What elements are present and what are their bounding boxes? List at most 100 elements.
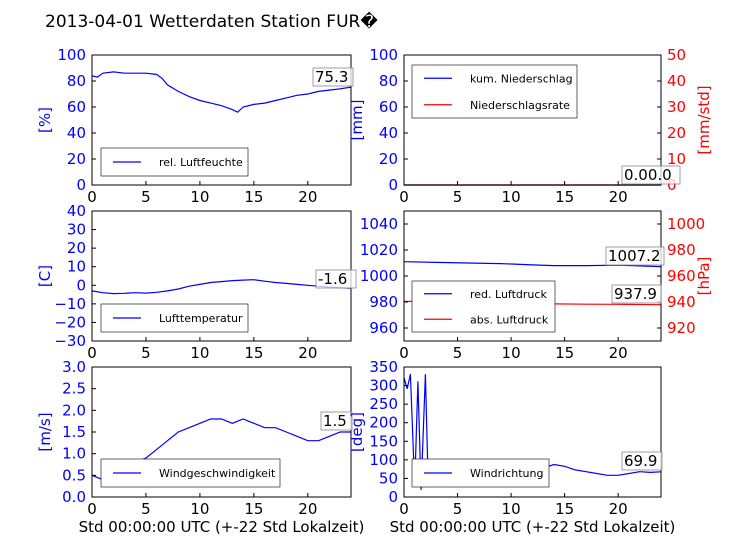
- y-axis-label: [%]: [36, 107, 54, 133]
- y2-tick-label: 960: [667, 267, 696, 285]
- x-tick-label: 20: [609, 500, 628, 518]
- x-tick-label: 0: [87, 188, 97, 206]
- y-tick-label: 980: [369, 293, 398, 311]
- legend-label: Lufttemperatur: [159, 312, 243, 325]
- current-value-box: [605, 246, 665, 266]
- legend-label: Niederschlagsrate: [470, 99, 570, 112]
- x-tick-label: 15: [555, 500, 574, 518]
- y-tick-label: 40: [67, 124, 86, 142]
- y-tick-label: 350: [369, 358, 398, 376]
- y-tick-label: 20: [379, 150, 398, 168]
- x-tick-label: 0: [87, 344, 97, 362]
- y-tick-label: 1.0: [62, 445, 86, 463]
- x-tick-label: 15: [555, 344, 574, 362]
- y-tick-label: −30: [54, 332, 86, 350]
- y-tick-label: −20: [54, 313, 86, 331]
- y-tick-label: 40: [67, 202, 86, 220]
- x-tick-label: 5: [141, 344, 151, 362]
- y2-tick-label: 980: [667, 241, 696, 259]
- y-tick-label: 0: [76, 276, 86, 294]
- y-tick-label: 10: [67, 258, 86, 276]
- current-value-box: [611, 284, 662, 304]
- current-value-label: 1.5: [323, 412, 347, 430]
- x-tick-label: 15: [555, 188, 574, 206]
- x-tick-label: 0: [399, 188, 409, 206]
- chart-panel-4: 0 5 10 15 20 960 980 1000 1020 1040 920 940 960 980 10…: [360, 210, 713, 362]
- x-tick-label: 15: [244, 500, 263, 518]
- y-tick-label: 100: [57, 46, 86, 64]
- legend-box: [411, 64, 578, 119]
- x-tick-label: 5: [453, 188, 463, 206]
- current-value-label: -1.6: [318, 270, 347, 288]
- x-tick-label: 10: [190, 188, 209, 206]
- chart-panel-5: 0 5 10 15 20 0.0 0.5 1.0 1.5 2.0 2.5 3.0 [m/s] Std 00…: [36, 358, 364, 536]
- x-tick-label: 5: [453, 500, 463, 518]
- y-tick-label: 0: [388, 176, 398, 194]
- axes-frame: [403, 54, 662, 186]
- y-tick-label: 1.5: [62, 423, 86, 441]
- y2-tick-label: 40: [667, 72, 686, 90]
- current-value-label: 937.9: [614, 285, 657, 303]
- x-axis-label: Std 00:00:00 UTC (+-22 Std Lokalzeit): [390, 518, 676, 536]
- current-value-label: 75.3: [315, 68, 348, 86]
- legend-label: Windgeschwindigkeit: [159, 467, 276, 480]
- y-tick-label: 30: [67, 221, 86, 239]
- legend-label: rel. Luftfeuchte: [159, 156, 243, 169]
- current-value-box: [320, 411, 353, 431]
- x-tick-label: 20: [609, 344, 628, 362]
- y2-tick-label: 920: [667, 319, 696, 337]
- x-tick-label: 15: [244, 188, 263, 206]
- y-tick-label: 50: [379, 469, 398, 487]
- y-tick-label: 20: [67, 239, 86, 257]
- y-tick-label: 2.0: [62, 401, 86, 419]
- x-tick-label: 20: [298, 344, 317, 362]
- axes-frame: [403, 366, 662, 498]
- y-axis-label: [C]: [36, 265, 54, 287]
- y-tick-label: 0: [76, 176, 86, 194]
- y-axis-label: [deg]: [348, 412, 366, 452]
- x-tick-label: 10: [502, 344, 521, 362]
- legend-label: kum. Niederschlag: [470, 72, 573, 85]
- x-tick-label: 10: [190, 500, 209, 518]
- y-axis-label: [mm]: [348, 100, 366, 141]
- x-tick-label: 0: [87, 500, 97, 518]
- y2-tick-label: 50: [667, 46, 686, 64]
- chart-title: 2013-04-01 Wetterdaten Station FUR�: [45, 11, 378, 32]
- y2-axis-label: [hPa]: [695, 257, 713, 296]
- y2-tick-label: 30: [667, 98, 686, 116]
- current-value-box: [621, 165, 681, 185]
- chart-panel-2: 0 5 10 15 20 0 20 40 60 80 100 0 10 20 30 40 50 [mm] [mm/s…: [348, 46, 713, 206]
- y-tick-label: 300: [369, 377, 398, 395]
- y-tick-label: 0: [388, 488, 398, 506]
- y-tick-label: 60: [67, 98, 86, 116]
- current-value-box: [621, 451, 663, 471]
- y-tick-label: 100: [369, 46, 398, 64]
- current-value-box: [315, 269, 357, 289]
- series-line-1: [91, 71, 352, 113]
- y-axis-label: [m/s]: [36, 412, 54, 451]
- y-tick-label: 40: [379, 124, 398, 142]
- legend-label: red. Luftdruck: [470, 288, 547, 301]
- chart-panel-1: 0 5 10 15 20 0 20 40 60 80 100 [%] rel. Luftfeuchte 7…: [36, 46, 354, 206]
- y-tick-label: 60: [379, 98, 398, 116]
- series-line-1: [91, 279, 352, 295]
- y-tick-label: 200: [369, 414, 398, 432]
- x-axis-label: Std 00:00:00 UTC (+-22 Std Lokalzeit): [79, 518, 365, 536]
- x-tick-label: 20: [298, 188, 317, 206]
- x-tick-label: 20: [298, 500, 317, 518]
- y-tick-label: 960: [369, 319, 398, 337]
- y-tick-label: 20: [67, 150, 86, 168]
- y-tick-label: 1040: [360, 215, 398, 233]
- y-tick-label: 2.5: [62, 380, 86, 398]
- x-tick-label: 20: [609, 188, 628, 206]
- y-tick-label: 1000: [360, 267, 398, 285]
- x-tick-label: 5: [141, 188, 151, 206]
- y-tick-label: 0.0: [62, 488, 86, 506]
- y-tick-label: 3.0: [62, 358, 86, 376]
- legend-label: Windrichtung: [470, 467, 543, 480]
- axes-frame: [91, 54, 352, 186]
- y2-axis-label: [mm/std]: [695, 85, 713, 154]
- x-tick-label: 10: [502, 188, 521, 206]
- x-tick-label: 5: [141, 500, 151, 518]
